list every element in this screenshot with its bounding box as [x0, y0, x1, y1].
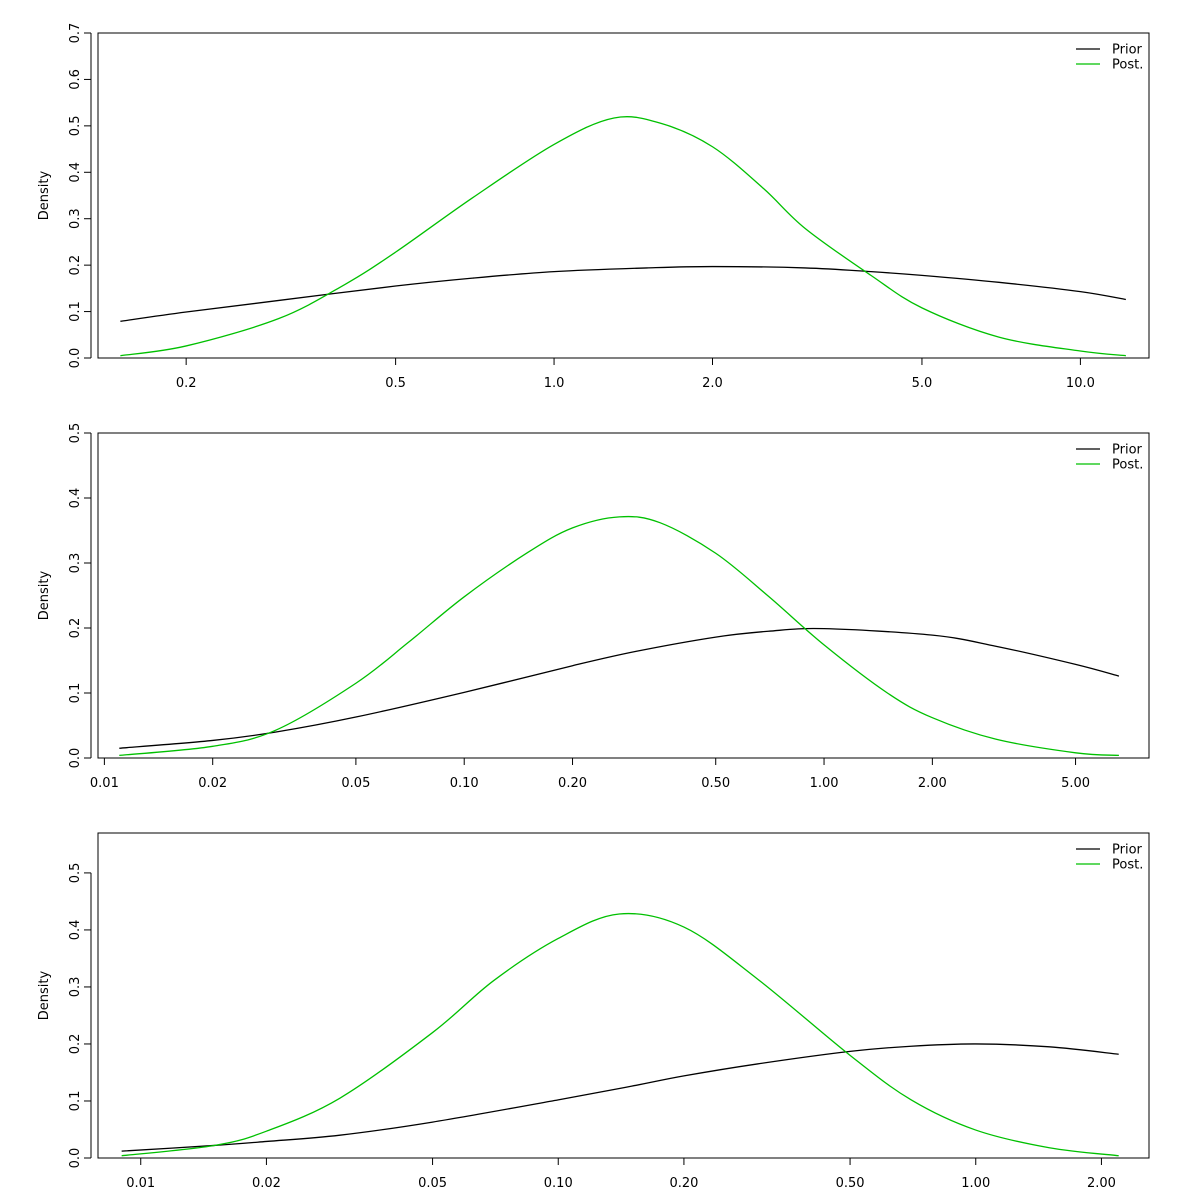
series-line-post	[119, 515, 1119, 757]
plot-frame	[97, 832, 1150, 1159]
y-tick-label: 0.6	[68, 69, 83, 90]
x-tick-label: 0.02	[198, 776, 227, 791]
x-tick-label: 0.01	[126, 1176, 155, 1191]
y-tick-label: 0.1	[68, 1091, 83, 1112]
y-tick-label: 0.3	[68, 977, 83, 998]
y-tick-label: 0.3	[68, 553, 83, 574]
y-tick-label: 0.3	[68, 208, 83, 229]
chart-panel-1: 0.2 0.5 1.0 2.0 5.0 10.0 0.0 0.1 0.2 0.3 0.4 0.5 0.6…	[37, 23, 1150, 391]
x-tick-label: 0.05	[341, 776, 370, 791]
y-tick-label: 0.5	[68, 116, 83, 137]
y-tick-label: 0.0	[68, 348, 83, 369]
x-tick-label: 0.05	[418, 1176, 447, 1191]
x-tick-label: 0.50	[701, 776, 730, 791]
y-tick-label: 0.2	[68, 255, 83, 276]
x-tick-label: 0.50	[836, 1176, 865, 1191]
x-tick-label: 2.00	[918, 776, 947, 791]
legend-label-prior: Prior	[1112, 43, 1143, 58]
x-tick-label: 0.20	[669, 1176, 698, 1191]
series-line-post	[121, 912, 1119, 1157]
y-tick-label: 0.4	[68, 162, 83, 183]
series-line-prior	[121, 1043, 1119, 1152]
y-tick-label: 0.2	[68, 1034, 83, 1055]
x-tick-label: 1.00	[810, 776, 839, 791]
series-line-prior	[119, 627, 1120, 749]
y-tick-label: 0.0	[68, 1148, 83, 1169]
x-tick-label: 0.20	[558, 776, 587, 791]
y-tick-label: 0.4	[68, 488, 83, 509]
y-tick-label: 0.0	[68, 748, 83, 769]
x-tick-label: 2.0	[702, 376, 723, 391]
x-tick-label: 1.00	[961, 1176, 990, 1191]
y-tick-label: 0.1	[68, 683, 83, 704]
y-axis-title: Density	[37, 170, 52, 220]
plot-frame	[97, 32, 1150, 359]
y-tick-label: 0.2	[68, 618, 83, 639]
x-tick-label: 0.2	[176, 376, 197, 391]
x-tick-label: 10.0	[1066, 376, 1095, 391]
x-tick-label: 2.00	[1087, 1176, 1116, 1191]
plot-frame	[97, 432, 1150, 759]
y-tick-label: 0.5	[68, 423, 83, 444]
x-tick-label: 1.0	[544, 376, 565, 391]
y-tick-label: 0.7	[68, 23, 83, 44]
y-axis-title: Density	[37, 570, 52, 620]
x-tick-label: 0.01	[90, 776, 119, 791]
legend-label-post: Post.	[1112, 58, 1143, 73]
x-tick-label: 0.10	[450, 776, 479, 791]
chart-panel-2: 0.01 0.02 0.05 0.10 0.20 0.50 1.00 2.00 5.00 0.0 0…	[37, 423, 1150, 791]
y-tick-label: 0.5	[68, 863, 83, 884]
x-tick-label: 0.10	[544, 1176, 573, 1191]
legend-label-post: Post.	[1112, 458, 1143, 473]
x-tick-label: 0.02	[252, 1176, 281, 1191]
x-tick-label: 5.0	[912, 376, 933, 391]
legend-label-prior: Prior	[1112, 443, 1143, 458]
x-tick-label: 0.5	[385, 376, 406, 391]
legend-label-prior: Prior	[1112, 843, 1143, 858]
series-line-post	[120, 116, 1126, 357]
x-tick-label: 5.00	[1061, 776, 1090, 791]
chart-panel-3: 0.01 0.02 0.05 0.10 0.20 0.50 1.00 2.00 0.0 0.1 0.…	[37, 832, 1150, 1191]
series-line-prior	[120, 265, 1126, 322]
y-tick-label: 0.1	[68, 301, 83, 322]
legend-label-post: Post.	[1112, 858, 1143, 873]
y-tick-label: 0.4	[68, 920, 83, 941]
y-axis-title: Density	[37, 970, 52, 1020]
